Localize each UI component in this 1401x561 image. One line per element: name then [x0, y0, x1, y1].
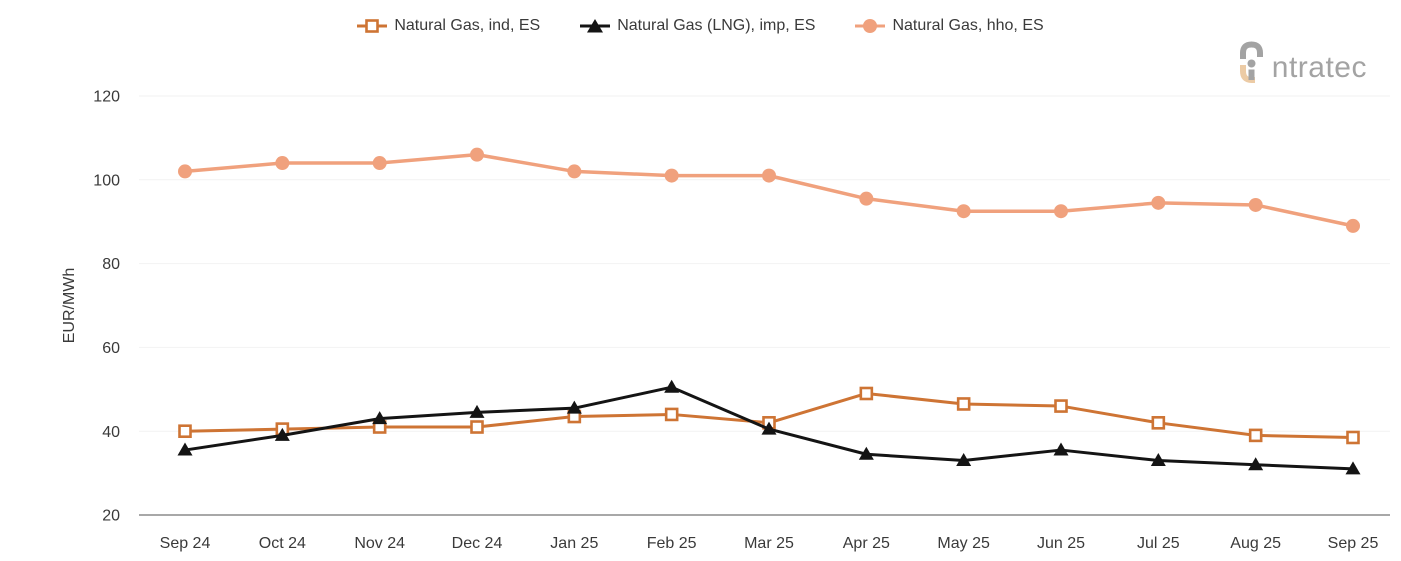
data-point-marker [664, 379, 680, 393]
data-point-marker [469, 404, 485, 418]
x-axis-tick-labels: Sep 24 Oct 24 Nov 24 Dec 24 Jan 25 Feb 25 Mar … [160, 535, 1379, 552]
x-tick-label: May 25 [937, 535, 990, 552]
triangle-marker-icon [580, 19, 611, 33]
x-tick-label: Jan 25 [550, 535, 598, 552]
data-point-marker [178, 164, 192, 179]
data-point-marker [566, 400, 582, 414]
x-tick-label: Sep 24 [160, 535, 211, 552]
legend-label: Natural Gas (LNG), imp, ES [617, 17, 816, 34]
data-point-marker [470, 147, 484, 162]
legend-item-natural-gas-lng-imp[interactable]: Natural Gas (LNG), imp, ES [580, 17, 815, 35]
y-axis-tick-labels: 20 40 60 80 100 120 [93, 89, 120, 525]
x-tick-label: Feb 25 [647, 535, 697, 552]
logo-wordmark: ntratec [1271, 51, 1367, 84]
data-point-marker [664, 168, 679, 183]
data-point-marker [177, 442, 193, 456]
intratec-logo-mark-icon [1239, 41, 1263, 83]
data-point-marker [859, 191, 874, 206]
data-point-marker [470, 420, 484, 434]
data-point-marker [1248, 457, 1264, 471]
y-tick-label: 80 [102, 256, 120, 273]
x-tick-label: Sep 25 [1328, 535, 1379, 552]
data-point-marker [761, 421, 777, 435]
data-point-marker [1248, 428, 1263, 443]
y-tick-label: 40 [102, 424, 120, 441]
x-tick-label: Nov 24 [354, 535, 405, 552]
data-point-marker [956, 453, 972, 467]
data-point-marker [858, 446, 874, 460]
chart-legend: Natural Gas, ind, ES Natural Gas (LNG), … [0, 17, 1401, 35]
series-natural-gas-ind-es [178, 386, 1360, 445]
y-tick-label: 60 [102, 340, 120, 357]
data-point-marker [178, 424, 192, 439]
data-point-marker [1151, 416, 1166, 430]
data-point-marker [956, 397, 971, 411]
x-tick-label: Oct 24 [259, 535, 306, 552]
series-natural-gas-lng-imp-es [177, 379, 1361, 475]
data-point-marker [762, 168, 776, 183]
y-tick-label: 100 [93, 172, 120, 189]
data-point-marker [1248, 197, 1263, 212]
intratec-logo: ntratec [1236, 40, 1367, 84]
x-tick-label: Aug 25 [1230, 535, 1281, 552]
data-point-marker [956, 204, 971, 219]
data-point-marker [274, 427, 290, 441]
y-axis-title: EUR/MWh [61, 268, 78, 344]
legend-label: Natural Gas, hho, ES [892, 17, 1044, 34]
x-tick-label: Apr 25 [843, 535, 890, 552]
square-open-marker-icon [357, 19, 388, 33]
data-point-marker [1054, 204, 1068, 219]
legend-item-natural-gas-hho[interactable]: Natural Gas, hho, ES [855, 17, 1044, 35]
data-point-marker [1346, 430, 1360, 445]
circle-marker-icon [855, 19, 886, 33]
legend-label: Natural Gas, ind, ES [394, 17, 541, 34]
data-point-marker [372, 411, 388, 425]
legend-item-natural-gas-ind[interactable]: Natural Gas, ind, ES [357, 17, 540, 35]
data-point-marker [1345, 461, 1361, 475]
x-tick-label: Jun 25 [1037, 535, 1085, 552]
x-tick-label: Dec 24 [452, 535, 503, 552]
x-tick-label: Jul 25 [1137, 535, 1180, 552]
y-tick-label: 20 [102, 508, 120, 525]
data-point-marker [859, 386, 874, 401]
data-point-marker [1150, 453, 1166, 467]
data-point-marker [275, 156, 290, 171]
data-point-marker [1151, 195, 1166, 210]
data-point-marker [1053, 442, 1069, 456]
series-natural-gas-hho-es [178, 147, 1360, 233]
data-point-marker [567, 164, 582, 179]
data-point-marker [372, 156, 387, 171]
data-point-marker [664, 407, 679, 422]
x-tick-label: Mar 25 [744, 535, 794, 552]
data-point-marker [1054, 399, 1068, 413]
y-tick-label: 120 [93, 89, 120, 106]
series-line [183, 152, 1355, 228]
y-gridlines [139, 95, 1390, 516]
data-point-marker [1346, 218, 1360, 233]
